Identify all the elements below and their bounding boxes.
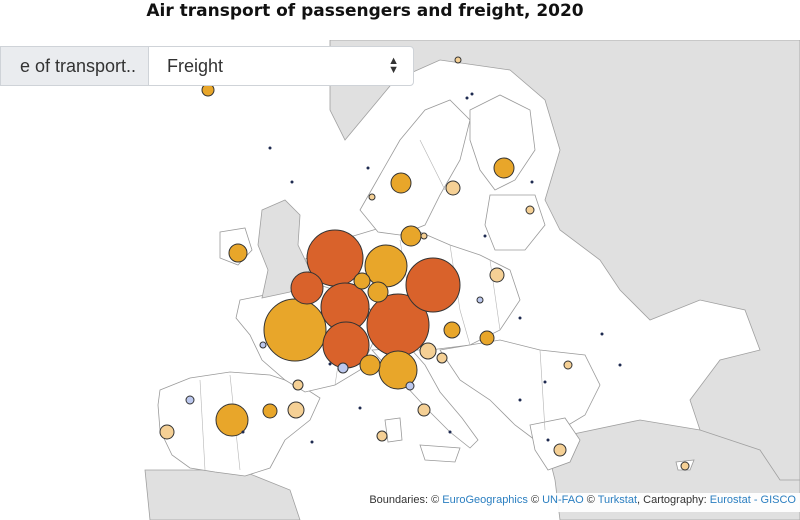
unfao-link[interactable]: UN-FAO	[542, 494, 584, 506]
bubble-czech[interactable]	[436, 352, 448, 364]
bubble-austria[interactable]	[419, 342, 437, 360]
bubble-south-1[interactable]	[376, 430, 388, 442]
bubble-romania[interactable]	[479, 330, 495, 346]
bubble-east-germany[interactable]	[364, 244, 408, 288]
bubble-greece[interactable]	[553, 443, 567, 457]
bubble-blue-3[interactable]	[476, 296, 484, 304]
small-dots	[241, 92, 622, 444]
bubble-spain-2[interactable]	[287, 401, 305, 419]
mode-controls: e of transport.. Freight ▲ ▼	[0, 46, 414, 88]
bubble-east-1[interactable]	[525, 205, 535, 215]
bubble-italy-2[interactable]	[359, 354, 381, 376]
bubble-north-3[interactable]	[454, 56, 462, 64]
eurographics-link[interactable]: EuroGeographics	[442, 494, 528, 506]
bubble-spain-3[interactable]	[292, 379, 304, 391]
attribution-sep2: ©	[586, 494, 595, 506]
europe-map[interactable]	[0, 40, 800, 520]
bubble-blue-5[interactable]	[259, 341, 267, 349]
turkstat-link[interactable]: Turkstat	[597, 494, 638, 506]
bubble-south-2[interactable]	[563, 360, 573, 370]
bubble-blue-2[interactable]	[337, 362, 349, 374]
bubble-west-region[interactable]	[290, 271, 324, 305]
map-title: Air transport of passengers and freight,…	[146, 1, 584, 21]
bubble-spain[interactable]	[215, 403, 249, 437]
attribution-prefix: Boundaries: ©	[369, 494, 440, 506]
bubble-sweden[interactable]	[390, 172, 412, 194]
bubble-france[interactable]	[263, 298, 327, 362]
bubble-finland[interactable]	[493, 157, 515, 179]
unit-select[interactable]: Freight ▲ ▼	[148, 46, 414, 86]
select-arrows-icon: ▲ ▼	[388, 55, 399, 76]
bubble-north-2[interactable]	[420, 232, 428, 240]
bubble-baltic[interactable]	[489, 267, 505, 283]
bubble-portugal-2[interactable]	[262, 403, 278, 419]
bubble-poland[interactable]	[405, 257, 461, 313]
bubble-blue-1[interactable]	[185, 395, 195, 405]
bubble-blue-4[interactable]	[405, 381, 415, 391]
bubble-denmark[interactable]	[400, 225, 422, 247]
map-area[interactable]	[0, 40, 800, 520]
bubble-cyprus[interactable]	[680, 461, 690, 471]
attribution-sep1: ©	[530, 494, 540, 506]
mode-of-transport-label: e of transport..	[0, 46, 148, 86]
bubble-ireland[interactable]	[228, 243, 248, 263]
eurostat-gisco-link[interactable]: Eurostat - GISCO	[709, 494, 796, 506]
unit-select-value: Freight	[167, 55, 224, 76]
map-attribution: Boundaries: © EuroGeographics © UN-FAO ©…	[363, 493, 800, 512]
attribution-cartography: , Cartography:	[637, 494, 707, 506]
bubble-north-1[interactable]	[368, 193, 376, 201]
bubble-italy-3[interactable]	[417, 403, 431, 417]
bubble-central-small-2[interactable]	[353, 272, 371, 290]
bubble-sweden-2[interactable]	[445, 180, 461, 196]
bubble-hungary[interactable]	[443, 321, 461, 339]
bubble-central-small[interactable]	[367, 281, 389, 303]
mode-label-text: e of transport..	[19, 55, 136, 76]
freight-bubbles	[159, 56, 690, 471]
bubble-portugal[interactable]	[159, 424, 175, 440]
